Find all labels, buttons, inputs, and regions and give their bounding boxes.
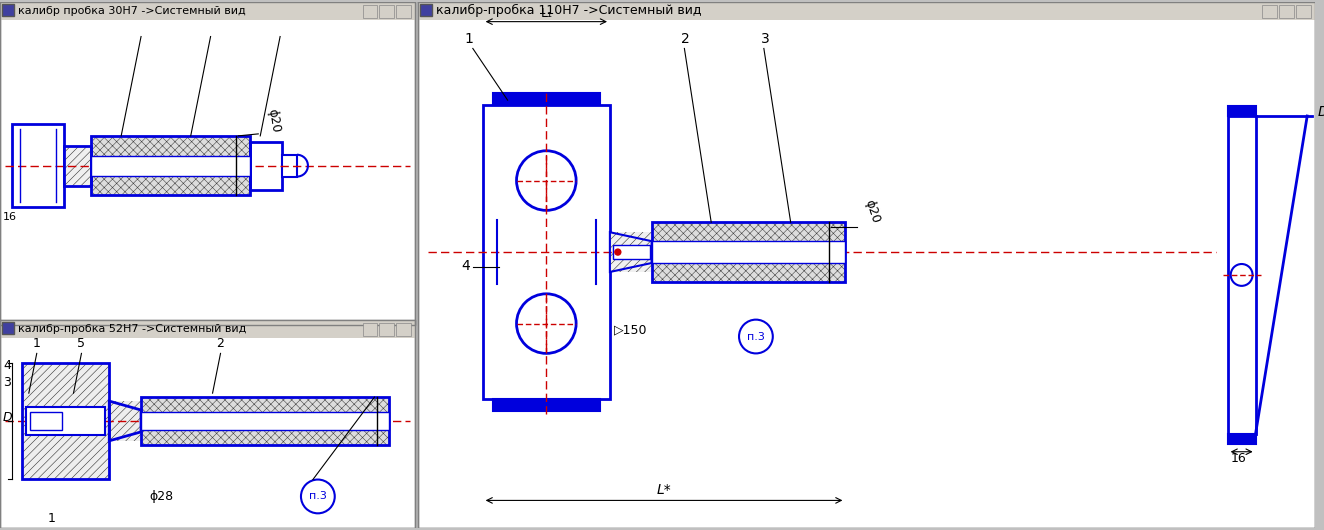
Bar [380, 323, 395, 335]
Text: 1: 1 [33, 338, 41, 350]
Bar [610, 232, 651, 272]
Bar [23, 364, 110, 479]
Text: L₁: L₁ [540, 7, 552, 20]
Text: 3: 3 [3, 376, 11, 389]
Bar [110, 401, 142, 441]
Bar [1279, 5, 1295, 17]
Bar [0, 2, 416, 324]
Bar [596, 220, 610, 284]
Bar [1263, 5, 1278, 17]
Bar [613, 245, 650, 259]
Text: 2: 2 [682, 32, 690, 47]
Text: 16: 16 [3, 213, 17, 222]
Bar [142, 397, 389, 445]
Text: 1: 1 [465, 32, 474, 47]
Bar [282, 155, 297, 176]
Bar [418, 2, 1315, 528]
Text: 1: 1 [48, 513, 56, 525]
Text: п.3: п.3 [308, 491, 327, 501]
Bar [142, 397, 389, 445]
Bar [493, 93, 600, 105]
Bar [64, 146, 91, 185]
Text: калибр-пробка 52Н7 ->Системный вид: калибр-пробка 52Н7 ->Системный вид [19, 324, 246, 333]
Circle shape [1231, 264, 1253, 286]
Text: ϕ20: ϕ20 [265, 108, 282, 134]
Bar [3, 322, 15, 333]
Circle shape [614, 249, 621, 255]
Bar [0, 320, 416, 528]
Text: ▷150: ▷150 [614, 323, 647, 337]
Bar [380, 5, 395, 17]
Bar [23, 364, 110, 479]
Bar [1227, 116, 1255, 434]
Bar [483, 220, 496, 284]
Bar [651, 222, 845, 282]
Circle shape [739, 320, 773, 354]
Bar [420, 4, 432, 16]
Bar [651, 222, 845, 282]
Bar [91, 136, 250, 196]
Bar [396, 5, 412, 17]
Bar [0, 320, 416, 338]
Text: 2: 2 [217, 338, 225, 350]
Bar [396, 323, 412, 335]
Text: ϕ28: ϕ28 [150, 490, 173, 503]
Bar [1227, 106, 1255, 116]
Bar [142, 412, 389, 430]
Bar [3, 4, 15, 16]
Bar [250, 142, 282, 190]
Text: D: D [3, 411, 13, 424]
Text: п.3: п.3 [747, 332, 765, 341]
Text: 5: 5 [77, 338, 86, 350]
Bar [651, 241, 845, 263]
Bar [493, 399, 600, 411]
Bar [1227, 434, 1255, 444]
Bar [483, 105, 610, 399]
Bar [26, 407, 106, 435]
Bar [91, 156, 250, 175]
Bar [1296, 5, 1311, 17]
Text: калибр пробка 30Н7 ->Системный вид: калибр пробка 30Н7 ->Системный вид [19, 6, 246, 16]
Bar [0, 2, 416, 20]
Bar [363, 5, 377, 17]
Bar [30, 412, 62, 430]
Text: 4: 4 [3, 359, 11, 372]
Bar [363, 323, 377, 335]
Text: ϕ20: ϕ20 [862, 198, 882, 225]
Text: 4: 4 [461, 259, 470, 273]
Text: D: D [1317, 105, 1324, 119]
Bar [12, 124, 64, 207]
Circle shape [301, 480, 335, 514]
Bar [64, 146, 91, 185]
Circle shape [516, 151, 576, 210]
Text: 16: 16 [1231, 452, 1246, 465]
Bar [418, 2, 1315, 20]
Text: калибр-пробка 110Н7 ->Системный вид: калибр-пробка 110Н7 ->Системный вид [436, 4, 702, 17]
Text: 3: 3 [761, 32, 769, 47]
Circle shape [516, 294, 576, 354]
Bar [91, 136, 250, 196]
Text: L*: L* [657, 483, 671, 498]
